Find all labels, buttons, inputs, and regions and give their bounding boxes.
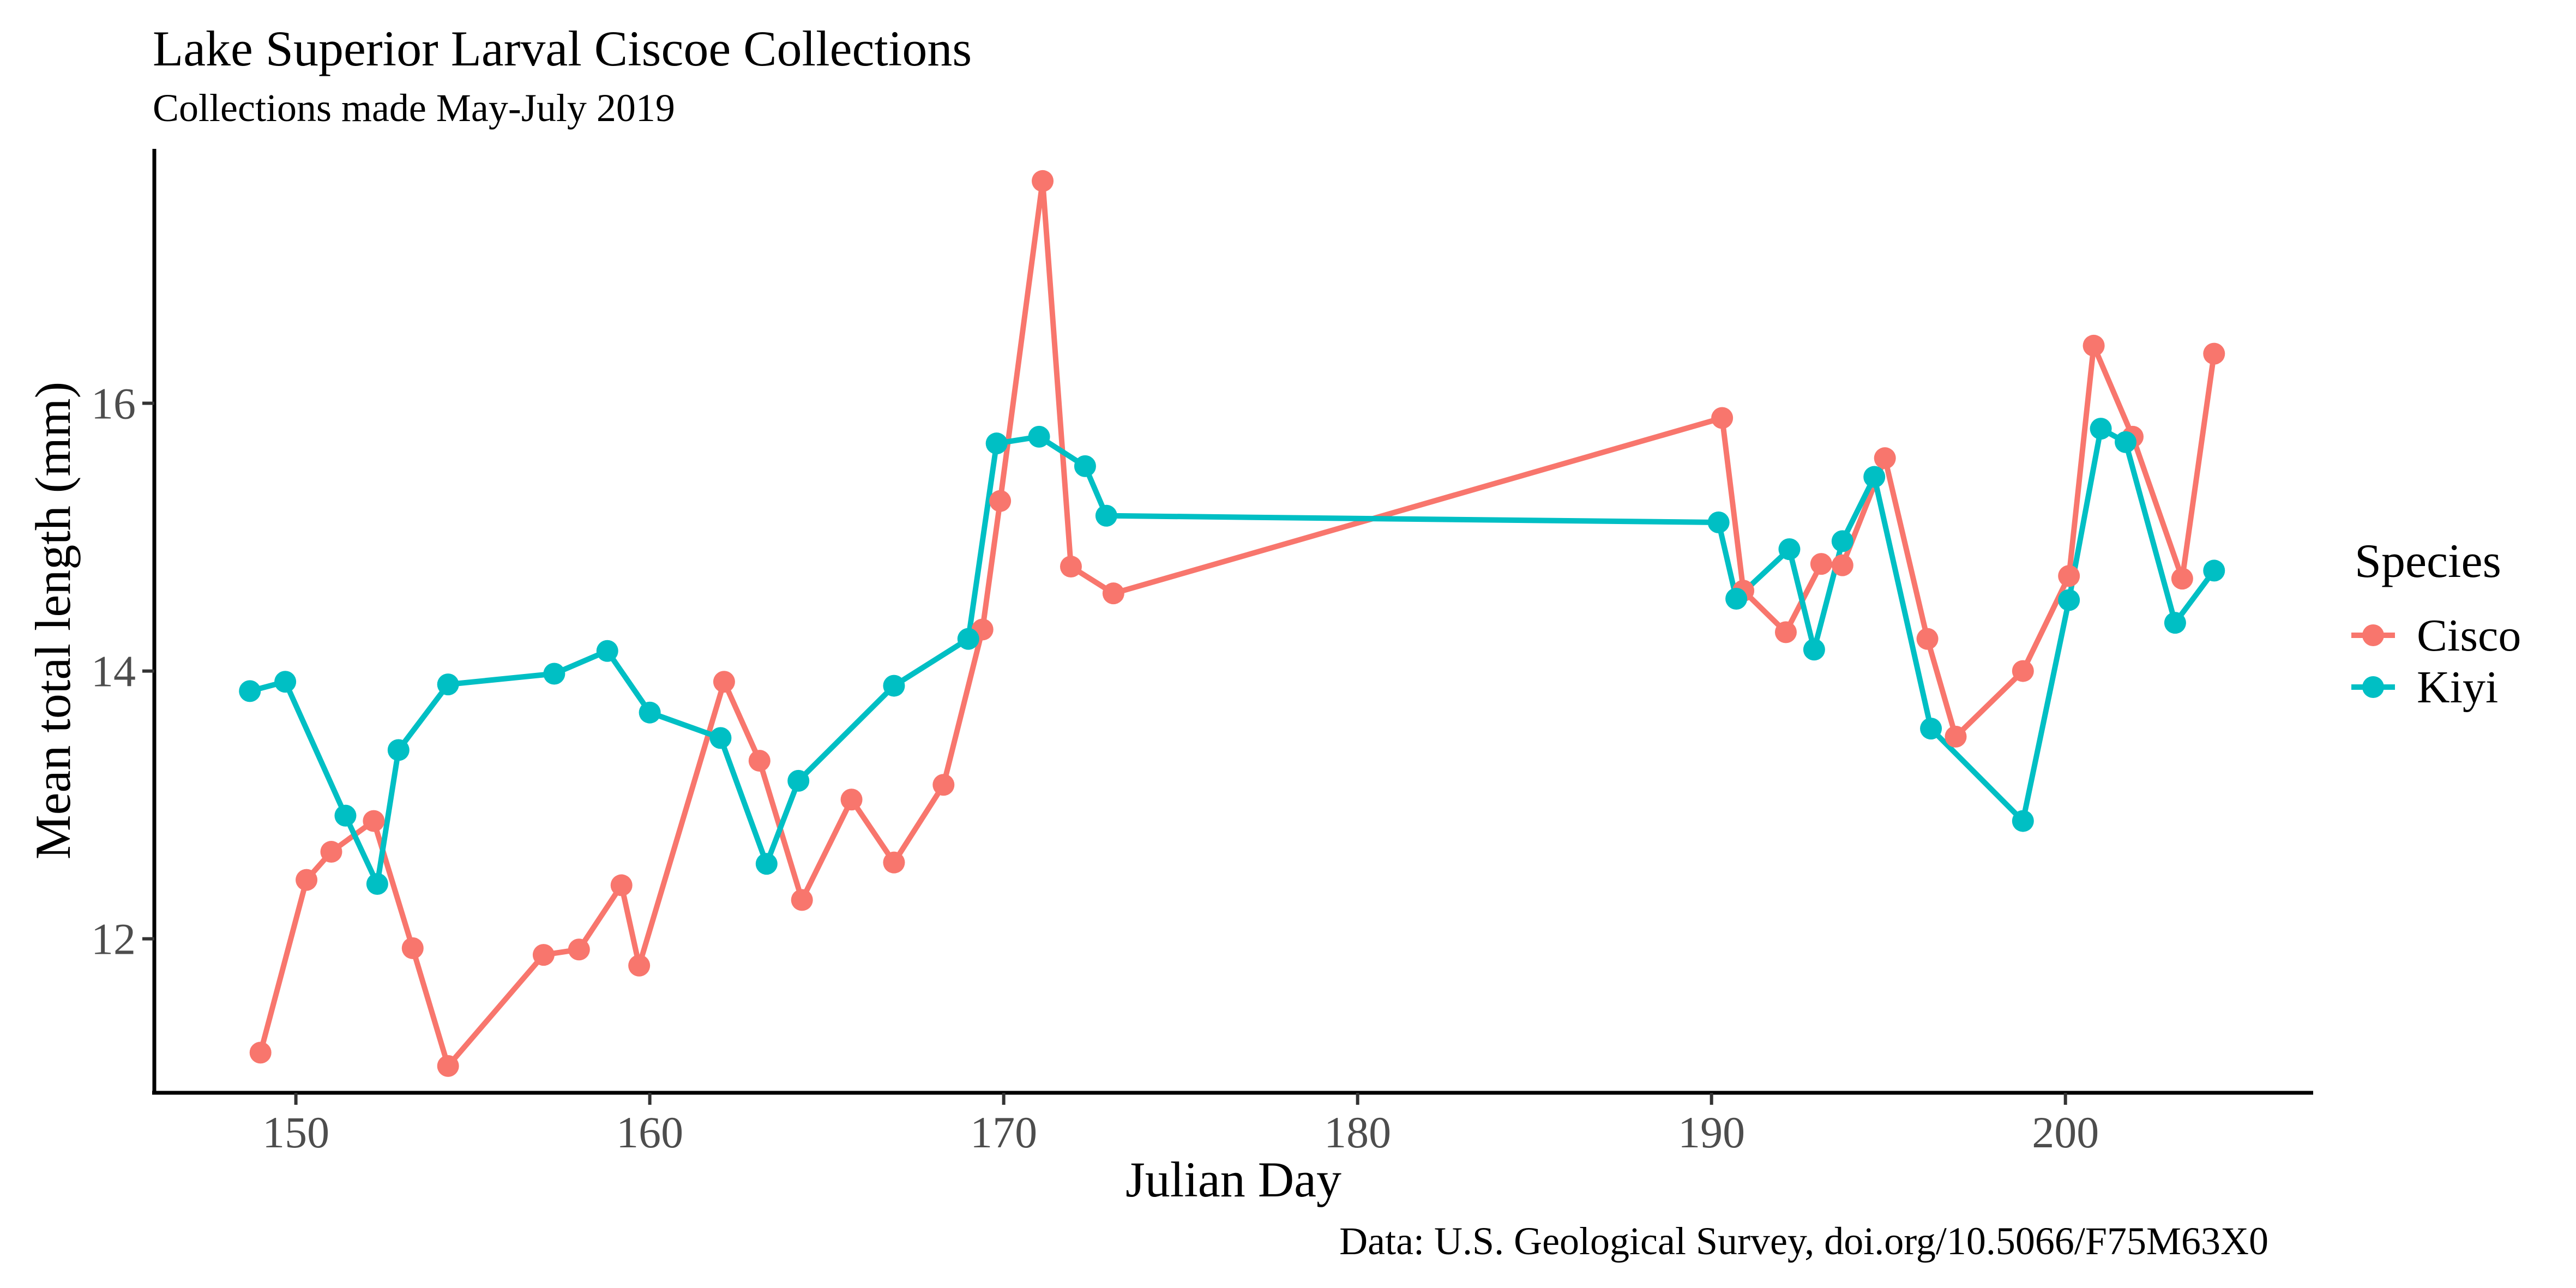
data-point-cisco [1810,553,1832,575]
data-point-kiyi [596,640,618,662]
data-point-cisco [401,937,424,959]
legend-title: Species [2355,535,2501,588]
data-point-kiyi [2012,810,2034,832]
data-point-kiyi [2164,612,2186,634]
data-point-cisco [791,889,813,911]
data-point-cisco [363,810,385,832]
y-axis-ticks: 12 14 16 [91,379,154,964]
data-point-cisco [249,1042,272,1064]
x-tick-label: 160 [616,1108,683,1157]
data-point-kiyi [787,769,810,792]
x-axis-ticks: 150 160 170 180 190 200 [262,1093,2099,1157]
data-point-cisco [840,789,863,811]
data-point-kiyi [1095,504,1117,527]
data-point-cisco [1102,582,1124,605]
data-point-cisco [1874,447,1896,470]
chart-subtitle: Collections made May-July 2019 [153,86,675,130]
data-point-cisco [989,490,1012,512]
data-point-cisco [610,874,633,896]
data-point-kiyi [437,673,459,696]
y-tick-label: 16 [91,379,136,429]
data-point-kiyi [1725,587,1748,610]
data-point-kiyi [755,853,778,875]
data-point-cisco [1774,621,1797,643]
data-point-kiyi [1863,466,1886,488]
x-axis-title: Julian Day [1126,1152,1341,1207]
y-axis-title: Mean total length (mm) [25,382,81,859]
legend-label-kiyi: Kiyi [2417,662,2498,713]
data-point-kiyi [1831,530,1853,552]
data-point-cisco [1032,170,1054,192]
data-point-cisco [320,841,342,863]
data-point-kiyi [883,675,905,697]
data-point-cisco [1060,556,1082,578]
data-point-cisco [628,954,651,977]
y-tick-label: 12 [91,914,136,964]
data-point-cisco [713,671,735,693]
data-point-cisco [1711,407,1734,429]
x-tick-label: 150 [262,1108,329,1157]
data-point-kiyi [543,663,565,685]
x-tick-label: 170 [970,1108,1037,1157]
data-point-kiyi [2058,589,2080,611]
data-point-kiyi [1074,455,1096,477]
data-point-cisco [2012,660,2034,682]
data-point-cisco [2083,334,2105,357]
data-point-cisco [1916,628,1939,650]
data-point-kiyi [2090,418,2112,440]
data-point-kiyi [387,739,410,761]
data-point-cisco [932,774,955,796]
data-point-cisco [2203,342,2225,365]
x-tick-label: 200 [2032,1108,2099,1157]
data-point-cisco [883,851,905,874]
data-point-kiyi [239,680,261,702]
data-point-cisco [2171,568,2193,590]
legend-label-cisco: Cisco [2417,610,2521,661]
data-point-cisco [2058,565,2080,587]
data-point-kiyi [366,872,388,895]
legend-key-point-kiyi [2362,676,2384,698]
legend-key-point-cisco [2362,624,2384,646]
data-point-kiyi [274,671,297,693]
data-point-cisco [568,938,590,961]
data-point-kiyi [957,628,979,650]
data-point-cisco [1831,554,1853,576]
data-point-cisco [1945,725,1967,748]
data-point-cisco [437,1055,459,1077]
data-point-kiyi [709,727,732,749]
chart-title: Lake Superior Larval Ciscoe Collections [153,21,972,76]
data-point-kiyi [1803,639,1825,661]
x-tick-label: 180 [1324,1108,1391,1157]
data-point-kiyi [639,701,661,724]
data-point-kiyi [1920,718,1942,740]
data-point-cisco [748,750,771,772]
data-point-kiyi [2203,559,2225,582]
plot-points [239,170,2225,1077]
data-point-kiyi [985,432,1008,455]
data-point-kiyi [1028,425,1050,448]
data-point-kiyi [2115,431,2137,453]
chart-caption: Data: U.S. Geological Survey, doi.org/10… [1339,1219,2268,1263]
data-point-kiyi [1707,511,1730,534]
x-tick-label: 190 [1678,1108,1745,1157]
data-point-kiyi [1778,538,1801,561]
data-point-cisco [296,869,318,891]
data-point-kiyi [334,804,357,827]
data-point-cisco [532,944,555,966]
y-tick-label: 14 [91,647,136,696]
